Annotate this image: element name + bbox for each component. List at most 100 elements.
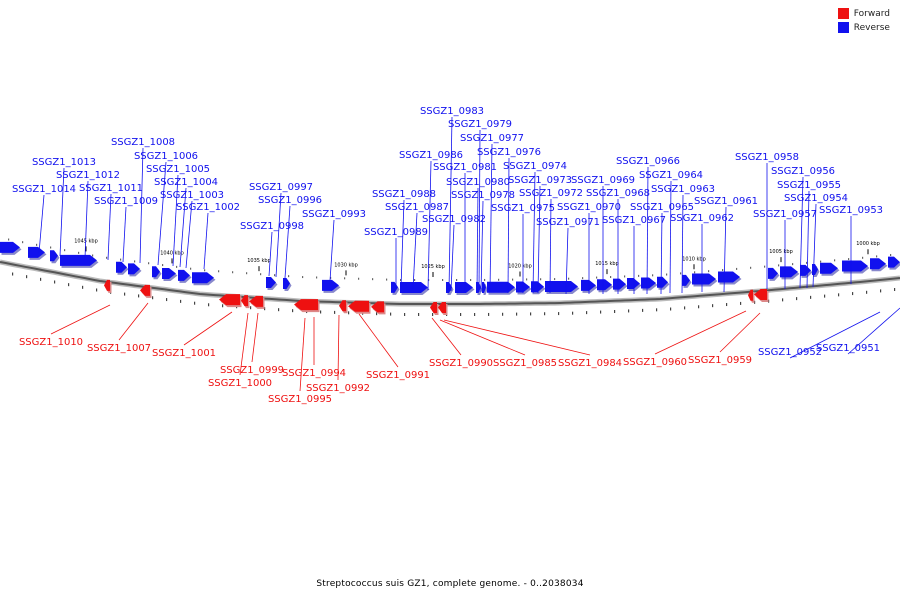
- gene-label: SSGZ1_0957: [753, 209, 817, 220]
- legend-item-reverse: Reverse: [837, 22, 890, 33]
- gene-label: SSGZ1_1013: [32, 157, 96, 168]
- reverse-gene-arrow: [657, 276, 668, 288]
- gene-leader-line: [251, 312, 259, 363]
- gene-label: SSGZ1_0981: [433, 162, 497, 173]
- gene-label: SSGZ1_0951: [816, 343, 880, 354]
- gene-leader-line: [723, 206, 727, 293]
- gene-label: SSGZ1_0953: [819, 205, 883, 216]
- gene-leader-line: [489, 143, 493, 293]
- scale-dot-upper: [876, 255, 878, 258]
- gene-label: SSGZ1_0980: [446, 177, 510, 188]
- scale-dot-upper: [372, 278, 374, 281]
- scale-dot-upper: [162, 264, 164, 267]
- legend-item-forward: Forward: [837, 8, 890, 19]
- gene-label: SSGZ1_0991: [366, 370, 430, 381]
- forward-gene-arrow: [748, 289, 753, 301]
- gene-leader-line: [646, 166, 649, 295]
- gene-leader-line: [450, 224, 455, 292]
- scale-dot-lower: [208, 303, 210, 307]
- scale-dot-upper: [218, 270, 220, 273]
- reverse-gene-arrow: [192, 272, 214, 284]
- forward-gene-arrow: [241, 295, 248, 307]
- gene-leader-line: [660, 212, 663, 295]
- scale-dot-upper: [176, 265, 178, 268]
- scale-dot-upper: [64, 249, 66, 252]
- reverse-gene-arrow: [60, 254, 97, 266]
- gene-label: SSGZ1_0974: [503, 161, 567, 172]
- gene-leader-line: [139, 147, 144, 264]
- scale-dot-upper: [610, 276, 612, 278]
- scale-dot-upper: [386, 278, 388, 281]
- forward-gene-arrow: [430, 302, 437, 313]
- scale-dot-upper: [722, 269, 724, 272]
- scale-dot-upper: [736, 267, 738, 270]
- scale-dot-lower: [572, 311, 574, 315]
- gene-leader-line: [806, 190, 810, 289]
- scale-dot-lower: [824, 294, 826, 298]
- scale-dot-upper: [750, 266, 752, 269]
- scale-dot-lower: [432, 313, 434, 316]
- scale-dot-upper: [666, 273, 668, 276]
- gene-leader-line: [239, 312, 249, 376]
- scale-dot-upper: [148, 262, 150, 265]
- scale-dot-upper: [484, 278, 486, 281]
- reverse-gene-arrow: [780, 266, 798, 278]
- scale-dot-lower: [12, 272, 14, 276]
- forward-swatch: [837, 8, 849, 19]
- gene-label: SSGZ1_1007: [87, 343, 151, 354]
- reverse-gene-arrow: [322, 279, 339, 291]
- gene-leader-line: [358, 313, 399, 368]
- scale-dot-lower: [684, 306, 686, 310]
- forward-gene-arrow: [140, 284, 150, 296]
- reverse-gene-arrow: [50, 250, 58, 262]
- reverse-gene-arrow: [455, 282, 473, 293]
- gene-leader-line: [719, 312, 761, 353]
- legend-label-forward: Forward: [853, 8, 890, 19]
- scale-dot-lower: [810, 295, 812, 299]
- gene-label: SSGZ1_0968: [586, 188, 650, 199]
- gene-label: SSGZ1_0964: [639, 170, 703, 181]
- gene-label: SSGZ1_0987: [385, 202, 449, 213]
- scale-dot-lower: [782, 298, 784, 302]
- gene-leader-line: [122, 206, 127, 263]
- reverse-gene-arrow: [597, 279, 612, 291]
- gene-leader-line: [476, 187, 479, 293]
- gene-label: SSGZ1_1003: [160, 190, 224, 201]
- gene-label: SSGZ1_1012: [56, 170, 120, 181]
- forward-gene-arrow: [339, 300, 346, 312]
- scale-dot-upper: [778, 264, 780, 267]
- scale-dot-upper: [764, 265, 766, 268]
- scale-dot-lower: [642, 308, 644, 312]
- scale-dot-lower: [152, 296, 154, 300]
- scale-dot-lower: [138, 294, 140, 298]
- gene-leader-line: [448, 116, 453, 292]
- gene-label: SSGZ1_0954: [784, 193, 848, 204]
- scale-dot-upper: [792, 263, 794, 266]
- scale-dot-upper: [120, 258, 122, 261]
- scale-dot-upper: [400, 279, 402, 281]
- scale-dot-lower: [488, 312, 490, 316]
- scale-dot-upper: [526, 278, 528, 281]
- reverse-gene-arrow: [28, 246, 45, 258]
- scale-dot-upper: [596, 276, 598, 279]
- scale-dot-lower: [726, 303, 728, 307]
- gene-label: SSGZ1_0952: [758, 347, 822, 358]
- scale-dot-upper: [554, 278, 556, 281]
- gene-label: SSGZ1_0970: [557, 202, 621, 213]
- scale-dot-upper: [204, 269, 206, 272]
- scale-dot-lower: [838, 293, 840, 297]
- scale-dot-upper: [8, 238, 10, 241]
- gene-leader-line: [299, 317, 306, 392]
- gene-label: SSGZ1_0962: [670, 213, 734, 224]
- scale-dot-upper: [638, 274, 640, 277]
- gene-label: SSGZ1_0971: [536, 217, 600, 228]
- scale-dot-lower: [194, 301, 196, 305]
- gene-label: SSGZ1_0977: [460, 133, 524, 144]
- scale-dot-upper: [862, 256, 864, 259]
- scale-dot-upper: [414, 279, 416, 281]
- scale-dot-lower: [264, 307, 266, 311]
- scale-dot-upper: [358, 277, 360, 280]
- gene-label: SSGZ1_0984: [558, 358, 622, 369]
- scale-dot-lower: [530, 312, 532, 316]
